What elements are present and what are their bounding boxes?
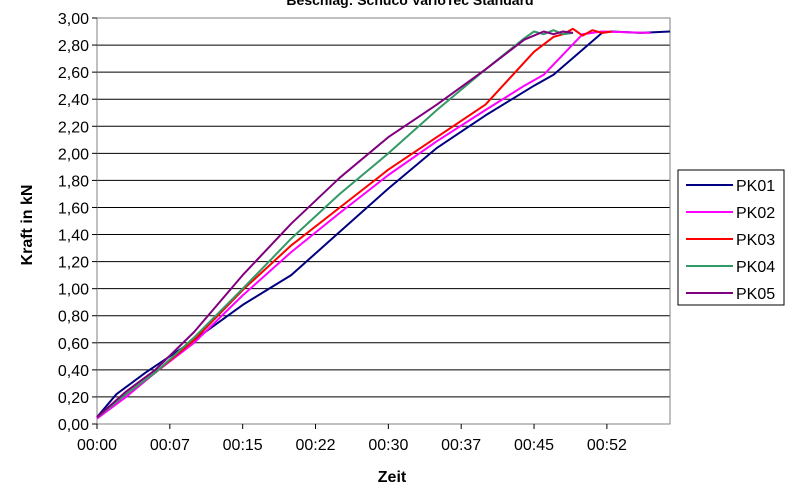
x-tick-label: 00:52 [587,437,627,454]
y-tick-label: 1,40 [58,228,89,245]
series-lines [96,27,671,420]
legend-label-pk05: PK05 [736,286,775,303]
series-line-pk03 [96,27,612,418]
y-tick-label: 1,60 [58,200,89,217]
y-tick-label: 2,00 [58,146,89,163]
y-tick-label: 2,60 [58,65,89,82]
chart-title: Beschlag: Schüco VarioTec Standard [286,0,533,8]
y-axis-title: Kraft in kN [19,185,36,266]
x-tick-label: 00:07 [150,437,190,454]
y-tick-label: 0,80 [58,309,89,326]
y-tick-label: 1,00 [58,282,89,299]
series-line-pk01 [96,30,671,418]
y-tick-label: 2,40 [58,92,89,109]
y-tick-label: 1,20 [58,255,89,272]
legend-label-pk03: PK03 [736,232,775,249]
gridlines [97,17,670,425]
y-tick-label: 0,20 [58,390,89,407]
x-axis-ticks: 00:00 00:07 00:15 00:22 00:30 00:37 00:45 00:52 [77,424,627,454]
x-tick-label: 00:00 [77,437,117,454]
y-tick-label: 1,80 [58,173,89,190]
x-tick-label: 00:45 [514,437,554,454]
x-tick-label: 00:30 [368,437,408,454]
y-tick-label: 2,80 [58,38,89,55]
legend-label-pk01: PK01 [736,178,775,195]
series-line-pk05 [96,30,574,418]
legend-box [677,169,785,306]
y-tick-label: 0,00 [58,417,89,434]
y-tick-label: 0,40 [58,363,89,380]
y-axis-ticks: 0,00 0,20 0,40 0,60 0,80 1,00 1,20 1,40 1,60 1,80… [58,11,97,434]
x-tick-label: 00:15 [223,437,263,454]
y-tick-label: 2,20 [58,119,89,136]
y-tick-label: 0,60 [58,336,89,353]
legend-label-pk04: PK04 [736,259,775,276]
legend-label-pk02: PK02 [736,205,775,222]
x-tick-label: 00:37 [441,437,481,454]
y-tick-label: 3,00 [58,11,89,28]
x-tick-label: 00:22 [295,437,335,454]
plot-area [96,17,671,425]
x-axis-title: Zeit [378,469,407,484]
legend: PK01 PK02 PK03 PK04 PK05 [677,169,785,306]
series-line-pk02 [96,30,651,420]
